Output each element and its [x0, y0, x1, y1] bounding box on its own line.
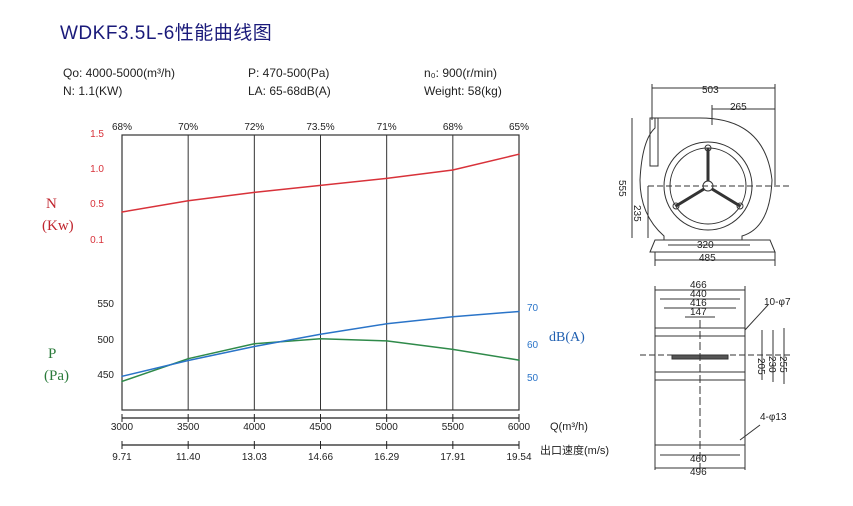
- power-tick-label: 1.5: [90, 129, 104, 140]
- velocity-tick-label: 11.40: [176, 452, 201, 463]
- q-tick-label: 3500: [177, 422, 200, 433]
- dim-485: 485: [699, 253, 716, 264]
- spec-speed: n₀: 900(r/min): [424, 66, 498, 80]
- series-power-point: [319, 184, 322, 187]
- series-pressure-point: [518, 359, 520, 361]
- dim-496: 496: [690, 467, 707, 478]
- bolt: [736, 202, 744, 210]
- series-power-point: [253, 191, 256, 194]
- spoke: [711, 187, 741, 208]
- velocity-tick-label: 17.91: [440, 452, 465, 463]
- efficiency-label: 68%: [112, 122, 132, 133]
- power-tick-label: 1.0: [90, 164, 104, 175]
- dim-440: 440: [690, 289, 707, 300]
- dim-265: 265: [730, 102, 747, 113]
- efficiency-label: 68%: [443, 122, 463, 133]
- noise-axis-label: dB(A): [549, 330, 585, 345]
- dim-503: 503: [702, 85, 719, 96]
- bolt: [704, 144, 712, 152]
- q-axis-label: Q(m³/h): [550, 421, 588, 433]
- dim-466: 466: [690, 280, 707, 291]
- motor-body: [654, 380, 746, 446]
- power-tick-label: 0.5: [90, 199, 104, 210]
- velocity-tick-label: 19.54: [506, 452, 531, 463]
- series-noise-point: [187, 359, 189, 362]
- velocity-tick-label: 13.03: [242, 452, 267, 463]
- q-tick-label: 5500: [442, 422, 465, 433]
- dim-555: 555: [616, 180, 627, 197]
- pressure-tick-label: 550: [97, 299, 114, 310]
- series-power-point: [385, 177, 388, 180]
- noise-tick-label: 60: [527, 340, 539, 351]
- series-power-point: [187, 200, 189, 202]
- pressure-axis-symbol: P: [48, 346, 57, 362]
- efficiency-label: 71%: [377, 122, 397, 133]
- pressure-tick-label: 450: [97, 370, 114, 381]
- series-power-point: [121, 211, 123, 213]
- chart-labels: 68% 70% 72% 73.5% 71% 68% 65% 3000 3500 4000 4500 5…: [90, 122, 609, 463]
- dim-416: 416: [690, 298, 707, 309]
- spec-noise: LA: 65-68dB(A): [248, 84, 331, 98]
- series-noise-point: [319, 333, 322, 336]
- dim-230: 230: [766, 356, 777, 373]
- series-noise-point: [452, 315, 454, 318]
- fan-side-view: [640, 286, 790, 470]
- power-axis-unit: (Kw): [42, 218, 74, 234]
- dim-255: 255: [777, 356, 788, 373]
- series-noise-point: [121, 375, 123, 378]
- velocity-tick-label: 14.66: [308, 452, 333, 463]
- spec-power: N: 1.1(KW): [63, 84, 123, 98]
- chart-series: [121, 153, 520, 383]
- series-pressure-point: [452, 348, 454, 351]
- series-pressure-point: [319, 337, 322, 340]
- dim-460: 460: [690, 454, 707, 465]
- dim-320: 320: [697, 240, 714, 251]
- spec-pressure: P: 470-500(Pa): [248, 66, 330, 80]
- series-pressure-point: [121, 380, 123, 383]
- series-noise-point: [518, 310, 520, 313]
- leader-line: [739, 424, 761, 441]
- efficiency-label: 73.5%: [306, 122, 334, 133]
- fan-front-view: [631, 84, 790, 266]
- noise-tick-label: 70: [527, 303, 539, 314]
- pressure-tick-label: 500: [97, 335, 114, 346]
- series-pressure-point: [253, 342, 256, 345]
- q-tick-label: 4500: [309, 422, 332, 433]
- dim-235: 235: [631, 205, 642, 222]
- leader-line: [744, 304, 769, 331]
- q-tick-label: 4000: [243, 422, 266, 433]
- series-pressure-point: [187, 357, 189, 360]
- q-tick-label: 5000: [376, 422, 399, 433]
- q-tick-label: 6000: [508, 422, 531, 433]
- velocity-axis-label: 出口速度(m/s): [540, 443, 609, 457]
- hole-label-top: 10-φ7: [764, 297, 791, 308]
- velocity-tick-label: 16.29: [374, 452, 399, 463]
- series-power-point: [452, 169, 454, 171]
- series-noise-point: [385, 322, 388, 325]
- fan-outlet: [649, 117, 659, 167]
- series-pressure-point: [385, 340, 388, 342]
- efficiency-label: 72%: [244, 122, 264, 133]
- velocity-tick-label: 9.71: [112, 452, 132, 463]
- dim-205: 205: [755, 358, 766, 375]
- spoke: [675, 187, 705, 208]
- power-tick-label: 0.1: [90, 235, 104, 246]
- power-axis-symbol: N: [46, 196, 57, 212]
- spec-flow: Qo: 4000-5000(m³/h): [63, 66, 176, 80]
- q-tick-label: 3000: [111, 422, 134, 433]
- pressure-axis-unit: (Pa): [44, 368, 69, 384]
- hole-label-bottom: 4-φ13: [760, 412, 787, 423]
- bolt: [672, 202, 680, 210]
- fan-housing: [639, 117, 773, 241]
- page-title: WDKF3.5L-6性能曲线图: [60, 23, 273, 44]
- efficiency-label: 65%: [509, 122, 529, 133]
- spec-weight: Weight: 58(kg): [424, 84, 502, 98]
- dim-147: 147: [690, 307, 707, 318]
- chart-grid: [121, 134, 520, 449]
- series-noise-point: [253, 345, 256, 348]
- efficiency-label: 70%: [178, 122, 198, 133]
- series-power-point: [518, 153, 520, 155]
- noise-tick-label: 50: [527, 373, 539, 384]
